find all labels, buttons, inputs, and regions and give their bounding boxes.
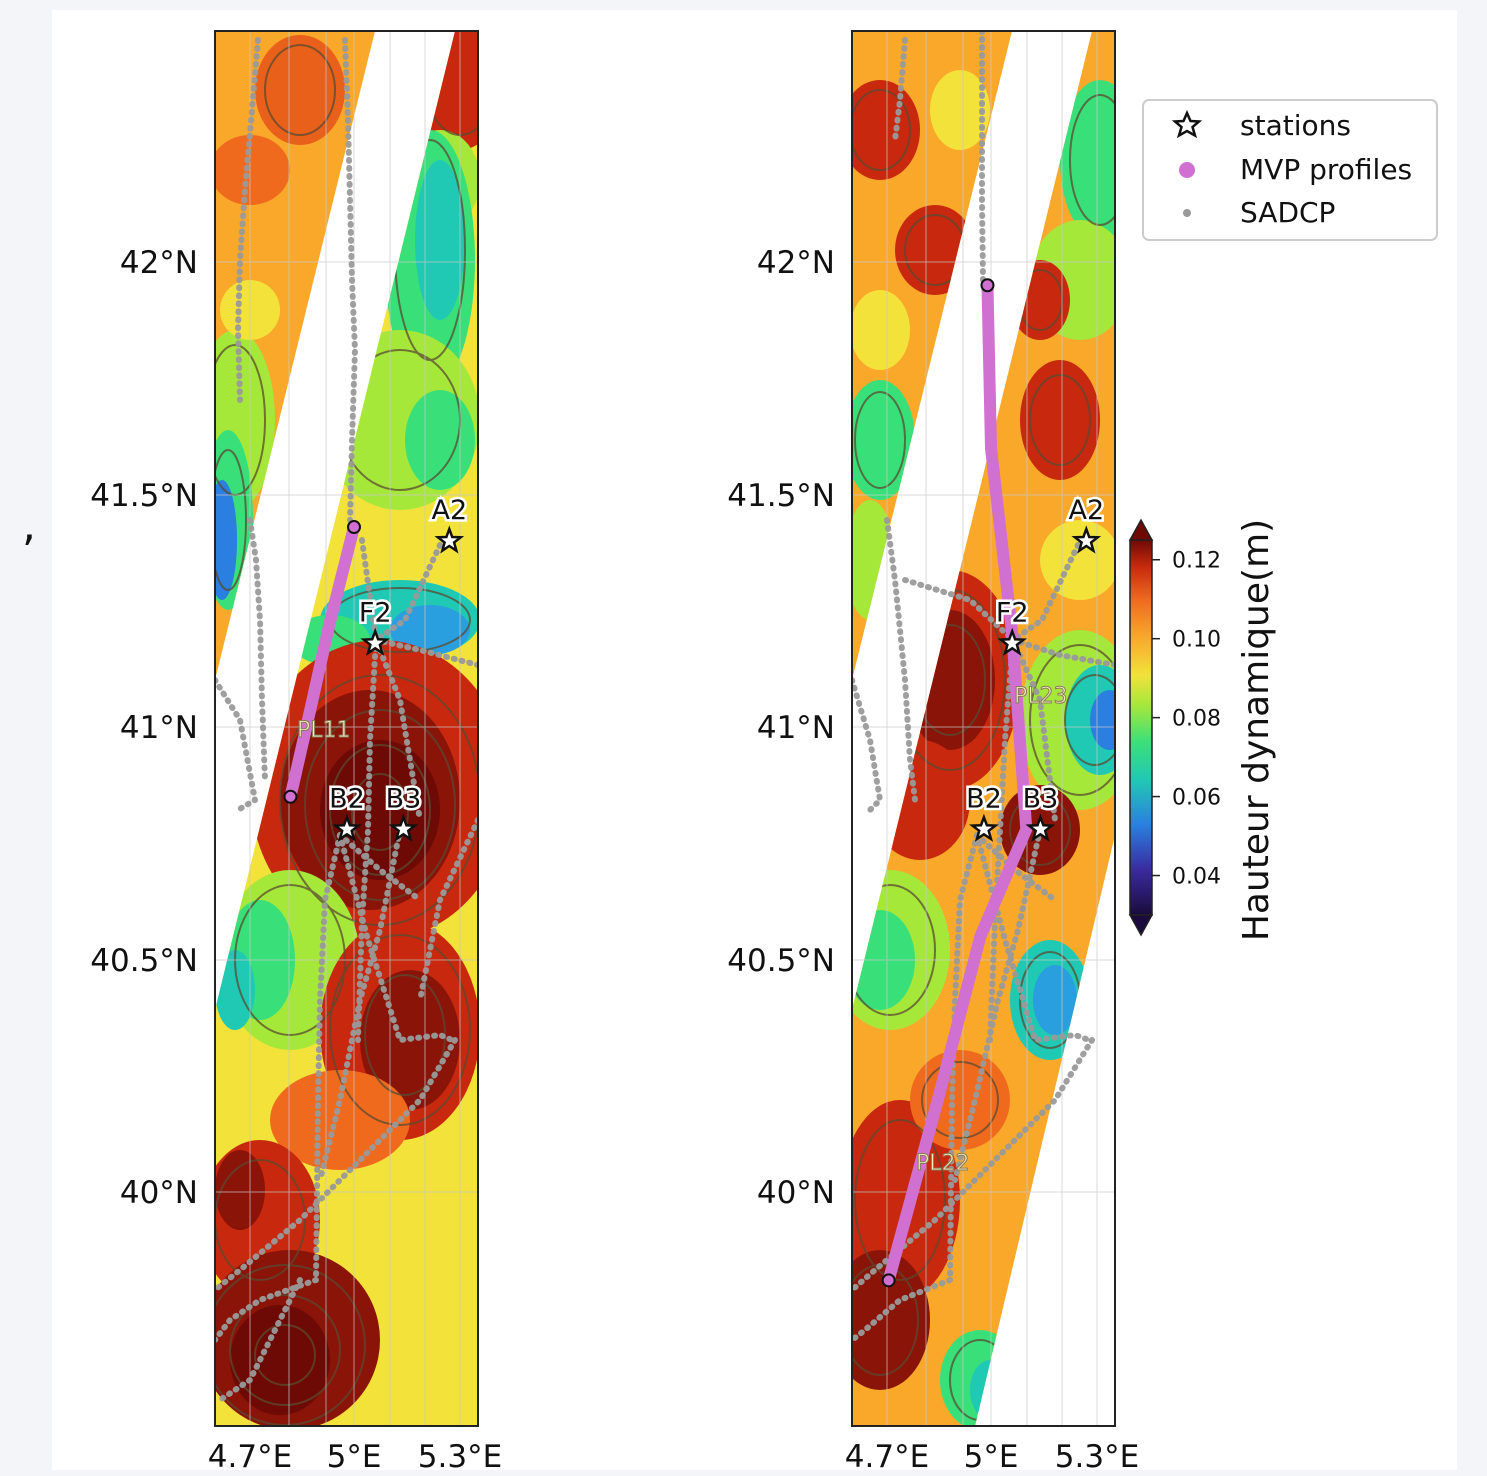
station-star-icon	[997, 627, 1028, 656]
station-star-icon	[388, 813, 419, 842]
lon-tick-label: 5.3°E	[418, 1439, 502, 1475]
colorbar-max-extend	[1128, 518, 1154, 541]
stray-mark: ,	[22, 500, 36, 551]
colorbar-min-extend	[1128, 914, 1154, 937]
panel-b-lat-axis: 42°N 41.5°N 41°N 40.5°N 40°N	[727, 245, 835, 1211]
mvp-track-line	[284, 521, 360, 803]
mvp-endpoint	[347, 520, 361, 535]
legend-label-mvp: MVP profiles	[1240, 153, 1412, 186]
star-icon	[1171, 109, 1203, 139]
transect-label-pl23: PL23	[1014, 684, 1068, 709]
lon-tick-label: 4.7°E	[845, 1439, 929, 1475]
colorbar-tick-label: 0.04	[1172, 865, 1221, 890]
lat-tick-label: 42°N	[757, 245, 835, 281]
mvp-endpoint	[980, 278, 995, 293]
legend-label-stations: stations	[1240, 109, 1351, 142]
lat-tick-label: 40.5°N	[727, 943, 835, 979]
lat-tick-label: 41.5°N	[90, 478, 198, 514]
panel-a	[215, 31, 478, 1426]
legend-box	[1142, 99, 1438, 241]
colorbar-tick-label: 0.12	[1172, 549, 1221, 574]
lat-tick-label: 40°N	[120, 1175, 198, 1211]
transect-label-pl22: PL22	[916, 1151, 970, 1176]
colorbar: 0.12 0.10 0.08 0.06 0.04 Hauteur dynamique(m…	[1128, 518, 1277, 941]
lon-tick-label: 4.7°E	[208, 1439, 292, 1475]
lon-tick-label: 5°E	[964, 1439, 1019, 1475]
station-label: B2	[329, 783, 365, 814]
panel-a-lat-axis: 42°N 41.5°N 41°N 40.5°N 40°N	[90, 245, 198, 1211]
panel-a-lon-axis: 4.7°E 5°E 5.3°E	[208, 1439, 502, 1475]
station-star-icon	[1025, 813, 1056, 842]
station-label: B3	[1023, 783, 1059, 814]
colorbar-gradient	[1129, 539, 1153, 916]
mvp-track-line	[882, 279, 1033, 1287]
station-label: B3	[386, 783, 422, 814]
mvp-endpoint	[881, 1273, 896, 1288]
station-star-icon	[969, 813, 999, 842]
lat-tick-label: 42°N	[120, 245, 198, 281]
station-label: A2	[431, 495, 467, 526]
station-label: A2	[1068, 495, 1104, 526]
colorbar-tick-label: 0.08	[1172, 707, 1221, 732]
station-star-icon	[360, 627, 391, 656]
station-label: B2	[966, 783, 1002, 814]
station-label: F2	[996, 597, 1029, 628]
lat-tick-label: 41.5°N	[727, 478, 835, 514]
lat-tick-label: 40.5°N	[90, 943, 198, 979]
panel-b-lon-axis: 4.7°E 5°E 5.3°E	[845, 1439, 1139, 1475]
lat-tick-label: 41°N	[120, 710, 198, 746]
colorbar-tick-label: 0.06	[1172, 786, 1221, 811]
station-star-icon	[332, 813, 362, 842]
transect-label-pl11: PL11	[297, 718, 351, 743]
legend-label-sadcp: SADCP	[1240, 196, 1335, 229]
mvp-marker-icon	[1179, 162, 1195, 178]
station-label: F2	[359, 597, 392, 628]
panel-b-frame	[851, 30, 1116, 1427]
lon-tick-label: 5°E	[327, 1439, 382, 1475]
mvp-tracks	[283, 278, 1033, 1288]
station-star-icon	[1071, 525, 1102, 554]
legend: stations MVP profiles SADCP	[1142, 99, 1438, 241]
panel-a-frame	[214, 30, 479, 1427]
station-star-icon	[434, 525, 465, 554]
panel-a-sadcp-tracks	[215, 37, 478, 1403]
panel-b	[852, 31, 1115, 1426]
colorbar-ticks: 0.12 0.10 0.08 0.06 0.04	[1152, 549, 1221, 890]
stations: A2 F2 B2 B3 A2 F2 B2 B3	[327, 493, 1107, 842]
mvp-endpoint	[283, 789, 298, 804]
lon-tick-label: 5.3°E	[1055, 1439, 1139, 1475]
lat-tick-label: 40°N	[757, 1175, 835, 1211]
colorbar-title: Hauteur dynamique(m)	[1236, 519, 1277, 941]
lat-tick-label: 41°N	[757, 710, 835, 746]
colorbar-tick-label: 0.10	[1172, 628, 1221, 653]
sadcp-marker-icon	[1183, 209, 1191, 217]
